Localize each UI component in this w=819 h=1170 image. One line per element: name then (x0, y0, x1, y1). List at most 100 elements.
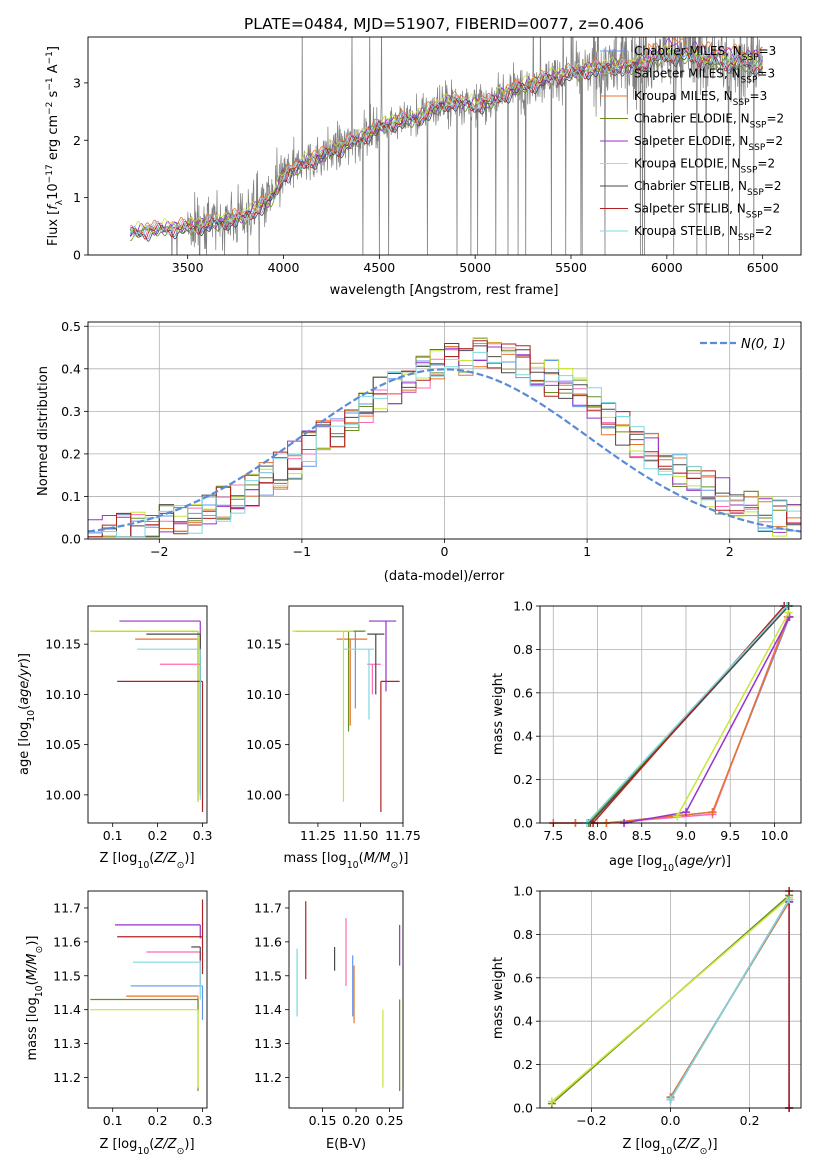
y-axis-label: mass weight (491, 673, 506, 755)
x-tick-label: 2 (726, 544, 734, 559)
y-tick-label: 0.2 (513, 1057, 533, 1072)
error-bar-point (191, 946, 201, 961)
legend-label: Kroupa MILES, NSSP=3 (634, 89, 767, 108)
y-tick-label: 1 (73, 190, 81, 205)
label-part: ( (674, 854, 679, 869)
legend-label: Salpeter MILES, NSSP=3 (634, 67, 775, 86)
y-tick-label: 2 (73, 133, 81, 148)
label-part: Z/Z (153, 1137, 177, 1152)
label-part: age [ (609, 854, 642, 869)
label-part: ( (149, 851, 154, 866)
legend-label: N(0, 1) (741, 337, 786, 352)
normal-curve (87, 368, 802, 533)
y-axis-label: Flux [fλ10−17 erg cm−2 s−1 A−1] (45, 46, 65, 246)
x-tick-label: 0.1 (103, 1113, 123, 1128)
y-axis-label-part: s (46, 90, 61, 101)
y-tick-label: 10.05 (246, 737, 282, 752)
y-tick-label: 10.00 (246, 787, 282, 802)
plot-content (549, 602, 794, 827)
x-tick-label: 7.5 (543, 828, 563, 843)
x-tick-label: 11.50 (343, 828, 379, 843)
x-tick-label: −0.2 (576, 1113, 606, 1128)
plot-weight_vs_Z: −0.2 0.0 0.2 0.0 0.2 0.4 0.6 0.8 1.0 Z [log10(Z/Z… (491, 884, 802, 1157)
y-tick-label: 0 (73, 248, 81, 263)
y-tick-label: 0.6 (513, 970, 533, 985)
x-tick-label: 10.0 (761, 828, 789, 843)
x-tick-label: 0.25 (376, 1113, 404, 1128)
y-axis-label: mass [log10(M/M⊙)] (25, 936, 45, 1061)
label-part: Z [ (622, 1137, 640, 1152)
data-spectrum-line (129, 37, 764, 255)
y-tick-label: 11.6 (254, 934, 282, 949)
x-tick-label: 11.25 (300, 828, 336, 843)
legend-label-suffix: =2 (757, 157, 775, 171)
y-axis-label-part: −1 (45, 51, 55, 64)
y-axis-label: mass weight (491, 957, 506, 1039)
axes-frame (539, 890, 802, 1109)
x-tick-label: 0.2 (148, 1113, 168, 1128)
legend-label-base: Salpeter ELODIE, N (634, 134, 748, 148)
legend-label: Kroupa ELODIE, NSSP=2 (634, 157, 775, 176)
x-tick-label: 4000 (268, 260, 300, 275)
label-part: ( (25, 980, 40, 985)
legend-label-base: Chabrier ELODIE, N (634, 112, 750, 126)
label-part: ⊙ (177, 1146, 185, 1157)
y-tick-label: 11.7 (254, 900, 282, 915)
x-tick-label: 0.3 (193, 828, 213, 843)
x-tick-label: 0.15 (309, 1113, 337, 1128)
weight-line (592, 605, 785, 824)
error-bar-point (94, 630, 199, 792)
error-bar-point (126, 995, 199, 1014)
x-tick-label: −1 (293, 544, 311, 559)
error-bar-point (132, 961, 201, 1000)
y-tick-label: 10.10 (246, 687, 282, 702)
y-tick-label: 0.1 (61, 489, 81, 504)
error-bar-point (146, 633, 201, 795)
y-tick-label: 0.4 (513, 1014, 533, 1029)
error-bar-point (336, 638, 368, 726)
model-spectrum-line (130, 49, 764, 241)
y-tick-label: 11.7 (53, 900, 81, 915)
error-bar-point (146, 951, 201, 986)
label-part: ( (17, 705, 32, 710)
x-axis-label: (data-model)/error (384, 569, 505, 584)
legend-label-suffix: =2 (766, 112, 784, 126)
x-tick-label: 4500 (363, 260, 395, 275)
x-tick-label: 0 (441, 544, 449, 559)
weight-line (669, 899, 790, 1100)
error-bar-point (159, 663, 201, 795)
legend-label-suffix: =3 (757, 67, 775, 81)
label-part: log (118, 851, 138, 866)
legend-label: Chabrier STELIB, NSSP=2 (634, 179, 782, 198)
x-axis-label: Z [log10(Z/Z⊙)] (99, 1137, 194, 1157)
y-tick-label: 0.0 (513, 1101, 533, 1116)
legend-label-base: Kroupa MILES, N (634, 89, 733, 103)
label-part: 10 (660, 1146, 672, 1157)
legend-label-suffix: =2 (763, 202, 781, 216)
legend-label: Salpeter ELODIE, NSSP=2 (634, 134, 783, 153)
label-part: log (25, 997, 40, 1017)
y-tick-label: 0.5 (61, 319, 81, 334)
y-axis-label-part: −1 (45, 77, 55, 90)
plot-content (292, 620, 400, 812)
legend-label: Kroupa STELIB, NSSP=2 (634, 224, 772, 243)
plot-mass_vs_Z: 0.1 0.2 0.311.211.311.411.511.611.7Z [log1… (25, 890, 212, 1157)
label-part: Z [ (99, 1137, 117, 1152)
legend-label-sub: SSP (750, 121, 767, 131)
weight-line (553, 616, 791, 824)
weight-marker (666, 1095, 675, 1104)
x-tick-label: 1 (583, 544, 591, 559)
error-bar-point (343, 648, 375, 720)
y-tick-label: 0.0 (61, 532, 81, 547)
x-axis-label: mass [log10(M/M⊙)] (284, 851, 409, 871)
legend-label: Chabrier ELODIE, NSSP=2 (634, 112, 784, 131)
y-tick-label: 3 (73, 75, 81, 90)
label-part: )] (25, 936, 40, 946)
legend-label-sub: SSP (741, 76, 758, 86)
label-part: 10 (347, 860, 359, 871)
x-tick-label: 11.75 (385, 828, 421, 843)
y-axis-label-part: Flux [ (46, 210, 61, 246)
weight-line (676, 612, 790, 817)
y-axis-label-part: 10 (46, 183, 61, 200)
